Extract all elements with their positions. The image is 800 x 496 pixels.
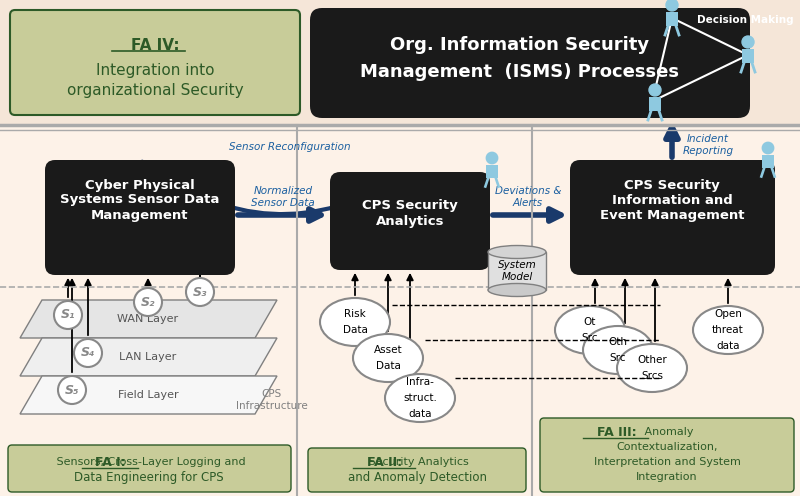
Circle shape: [666, 0, 678, 11]
Bar: [762, 155, 774, 168]
Text: and Anomaly Detection: and Anomaly Detection: [347, 472, 486, 485]
Ellipse shape: [555, 306, 625, 354]
Text: Src: Src: [610, 353, 626, 363]
Text: Management: Management: [91, 208, 189, 222]
Circle shape: [762, 142, 774, 154]
Text: FA II:: FA II:: [367, 455, 402, 469]
Text: Oth: Oth: [609, 337, 627, 347]
Ellipse shape: [353, 334, 423, 382]
FancyBboxPatch shape: [8, 445, 291, 492]
Bar: [742, 49, 754, 63]
Ellipse shape: [693, 306, 763, 354]
Text: Data Engineering for CPS: Data Engineering for CPS: [74, 472, 224, 485]
Text: System
Model: System Model: [498, 260, 536, 282]
Circle shape: [742, 36, 754, 48]
Text: CPS Security: CPS Security: [362, 198, 458, 211]
FancyBboxPatch shape: [308, 448, 526, 492]
Ellipse shape: [320, 298, 390, 346]
Circle shape: [54, 301, 82, 329]
Text: CPS
Infrastructure: CPS Infrastructure: [236, 389, 308, 411]
Text: Deviations &
Alerts: Deviations & Alerts: [494, 186, 562, 208]
Bar: [0, 125, 800, 496]
Text: S₄: S₄: [81, 347, 95, 360]
Polygon shape: [20, 338, 277, 376]
Text: Data: Data: [342, 325, 367, 335]
Text: Cyber Physical: Cyber Physical: [85, 179, 195, 191]
Text: Security Analytics: Security Analytics: [365, 457, 469, 467]
Text: FA IV:: FA IV:: [130, 38, 179, 53]
Text: organizational Security: organizational Security: [66, 82, 243, 98]
Text: S₂: S₂: [141, 296, 155, 309]
Circle shape: [186, 278, 214, 306]
Text: data: data: [716, 341, 740, 351]
Text: Incident
Reporting: Incident Reporting: [682, 134, 734, 156]
Text: Open: Open: [714, 309, 742, 319]
Text: Systems Sensor Data: Systems Sensor Data: [60, 193, 220, 206]
Polygon shape: [20, 300, 277, 338]
Text: Event Management: Event Management: [600, 208, 744, 222]
Circle shape: [74, 339, 102, 367]
Circle shape: [58, 376, 86, 404]
Text: data: data: [408, 409, 432, 419]
Text: Analytics: Analytics: [376, 215, 444, 229]
FancyBboxPatch shape: [10, 10, 300, 115]
Text: Srcs: Srcs: [641, 371, 663, 381]
Text: threat: threat: [712, 325, 744, 335]
Text: CPS Security: CPS Security: [624, 179, 720, 191]
FancyBboxPatch shape: [570, 160, 775, 275]
Text: Normalized
Sensor Data: Normalized Sensor Data: [251, 186, 315, 208]
Bar: [488, 252, 546, 290]
Text: Ot: Ot: [584, 317, 596, 327]
Text: struct.: struct.: [403, 393, 437, 403]
Text: Org. Information Security: Org. Information Security: [390, 36, 650, 54]
FancyBboxPatch shape: [330, 172, 490, 270]
Ellipse shape: [488, 284, 546, 297]
Text: Information and: Information and: [612, 193, 732, 206]
Text: S₅: S₅: [65, 383, 79, 396]
Text: Anomaly: Anomaly: [641, 427, 694, 437]
Text: S₃: S₃: [193, 286, 207, 299]
Text: WAN Layer: WAN Layer: [118, 314, 178, 324]
Text: Management  (ISMS) Processes: Management (ISMS) Processes: [361, 63, 679, 81]
FancyBboxPatch shape: [540, 418, 794, 492]
Text: Integration: Integration: [636, 472, 698, 482]
Text: Sensor Reconfiguration: Sensor Reconfiguration: [229, 142, 351, 152]
Text: Asset: Asset: [374, 345, 402, 355]
Ellipse shape: [617, 344, 687, 392]
Text: LAN Layer: LAN Layer: [119, 352, 177, 362]
Text: Field Layer: Field Layer: [118, 390, 178, 400]
FancyBboxPatch shape: [310, 8, 750, 118]
Ellipse shape: [385, 374, 455, 422]
Text: Integration into: Integration into: [96, 62, 214, 77]
Circle shape: [134, 288, 162, 316]
Text: Decision Making: Decision Making: [697, 15, 794, 25]
Circle shape: [649, 84, 661, 96]
Text: Src: Src: [582, 333, 598, 343]
Text: Sensors, Cross-Layer Logging and: Sensors, Cross-Layer Logging and: [53, 457, 246, 467]
FancyBboxPatch shape: [45, 160, 235, 275]
Text: Interpretation and System: Interpretation and System: [594, 457, 741, 467]
Circle shape: [486, 152, 498, 164]
Bar: [666, 12, 678, 26]
Ellipse shape: [488, 246, 546, 258]
Text: Other: Other: [637, 355, 667, 365]
Text: Infra-: Infra-: [406, 377, 434, 387]
Text: FA I:: FA I:: [94, 455, 126, 469]
Text: FA III:: FA III:: [597, 426, 637, 438]
Text: Data: Data: [375, 361, 401, 371]
Bar: [486, 165, 498, 178]
Ellipse shape: [583, 326, 653, 374]
Bar: [649, 97, 661, 111]
Text: Risk: Risk: [344, 309, 366, 319]
Text: Contextualization,: Contextualization,: [616, 442, 718, 452]
Polygon shape: [20, 376, 277, 414]
Text: S₁: S₁: [61, 309, 75, 321]
